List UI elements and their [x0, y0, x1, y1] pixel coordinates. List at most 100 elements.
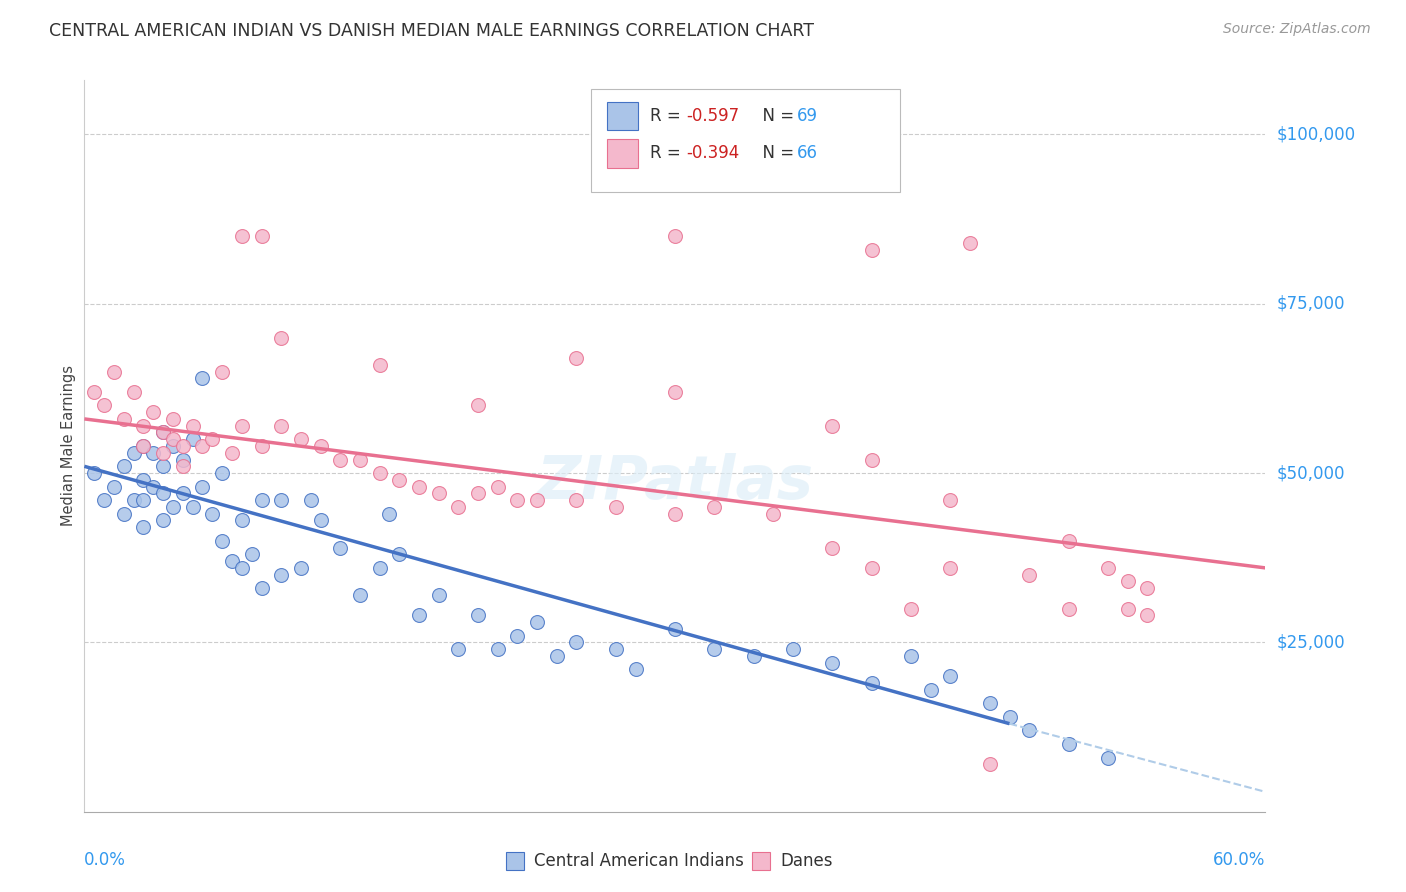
Point	[201, 507, 224, 521]
Point	[506, 629, 529, 643]
Point	[860, 676, 883, 690]
Point	[860, 452, 883, 467]
Point	[270, 567, 292, 582]
Point	[1097, 750, 1119, 764]
Point	[1116, 601, 1139, 615]
Point	[959, 235, 981, 250]
Text: Source: ZipAtlas.com: Source: ZipAtlas.com	[1223, 22, 1371, 37]
Point	[939, 493, 962, 508]
Point	[290, 561, 312, 575]
Point	[309, 439, 332, 453]
Point	[408, 608, 430, 623]
Point	[191, 480, 214, 494]
Point	[388, 473, 411, 487]
Point	[703, 500, 725, 514]
Point	[201, 432, 224, 446]
Point	[152, 514, 174, 528]
Point	[565, 493, 588, 508]
Point	[83, 466, 105, 480]
Point	[240, 547, 263, 561]
Point	[83, 384, 105, 399]
Point	[486, 642, 509, 657]
Point	[1018, 567, 1040, 582]
Text: N =: N =	[752, 145, 800, 162]
Text: 0.0%: 0.0%	[84, 851, 127, 869]
Point	[270, 493, 292, 508]
Point	[132, 439, 155, 453]
Text: 69: 69	[797, 107, 818, 125]
Point	[368, 466, 391, 480]
Point	[979, 697, 1001, 711]
Text: -0.597: -0.597	[686, 107, 740, 125]
Point	[329, 541, 352, 555]
Point	[231, 229, 253, 244]
Point	[467, 608, 489, 623]
Text: $75,000: $75,000	[1277, 294, 1346, 313]
Point	[211, 364, 233, 378]
Point	[605, 500, 627, 514]
Point	[605, 642, 627, 657]
Point	[939, 669, 962, 683]
Point	[900, 648, 922, 663]
Point	[132, 473, 155, 487]
Point	[939, 561, 962, 575]
Point	[162, 500, 184, 514]
Point	[250, 229, 273, 244]
Text: $25,000: $25,000	[1277, 633, 1346, 651]
Point	[998, 710, 1021, 724]
Point	[181, 500, 204, 514]
Point	[142, 480, 165, 494]
Point	[1057, 601, 1080, 615]
Point	[447, 642, 470, 657]
Text: $100,000: $100,000	[1277, 126, 1355, 144]
Point	[1057, 533, 1080, 548]
Point	[231, 561, 253, 575]
Point	[1018, 723, 1040, 738]
Point	[821, 418, 844, 433]
Point	[860, 243, 883, 257]
Point	[152, 459, 174, 474]
Point	[624, 663, 647, 677]
Point	[299, 493, 322, 508]
Point	[93, 493, 115, 508]
Point	[1116, 574, 1139, 589]
Point	[152, 425, 174, 440]
Point	[782, 642, 804, 657]
Point	[427, 486, 450, 500]
Point	[93, 398, 115, 412]
Point	[506, 493, 529, 508]
Point	[142, 405, 165, 419]
Point	[378, 507, 401, 521]
Point	[181, 418, 204, 433]
Text: -0.394: -0.394	[686, 145, 740, 162]
Point	[103, 364, 125, 378]
Point	[172, 459, 194, 474]
Point	[467, 486, 489, 500]
Point	[900, 601, 922, 615]
Point	[112, 459, 135, 474]
Point	[290, 432, 312, 446]
Point	[172, 439, 194, 453]
Point	[191, 439, 214, 453]
Point	[191, 371, 214, 385]
Point	[162, 412, 184, 426]
Point	[388, 547, 411, 561]
Point	[467, 398, 489, 412]
Point	[703, 642, 725, 657]
Point	[565, 635, 588, 649]
Point	[408, 480, 430, 494]
Text: Central American Indians: Central American Indians	[534, 852, 744, 870]
Point	[122, 493, 145, 508]
Point	[821, 656, 844, 670]
Point	[132, 493, 155, 508]
Text: CENTRAL AMERICAN INDIAN VS DANISH MEDIAN MALE EARNINGS CORRELATION CHART: CENTRAL AMERICAN INDIAN VS DANISH MEDIAN…	[49, 22, 814, 40]
Point	[112, 507, 135, 521]
Point	[546, 648, 568, 663]
Point	[211, 466, 233, 480]
Point	[132, 439, 155, 453]
Point	[526, 615, 548, 629]
Point	[162, 432, 184, 446]
Point	[664, 229, 686, 244]
Point	[122, 446, 145, 460]
Point	[152, 446, 174, 460]
